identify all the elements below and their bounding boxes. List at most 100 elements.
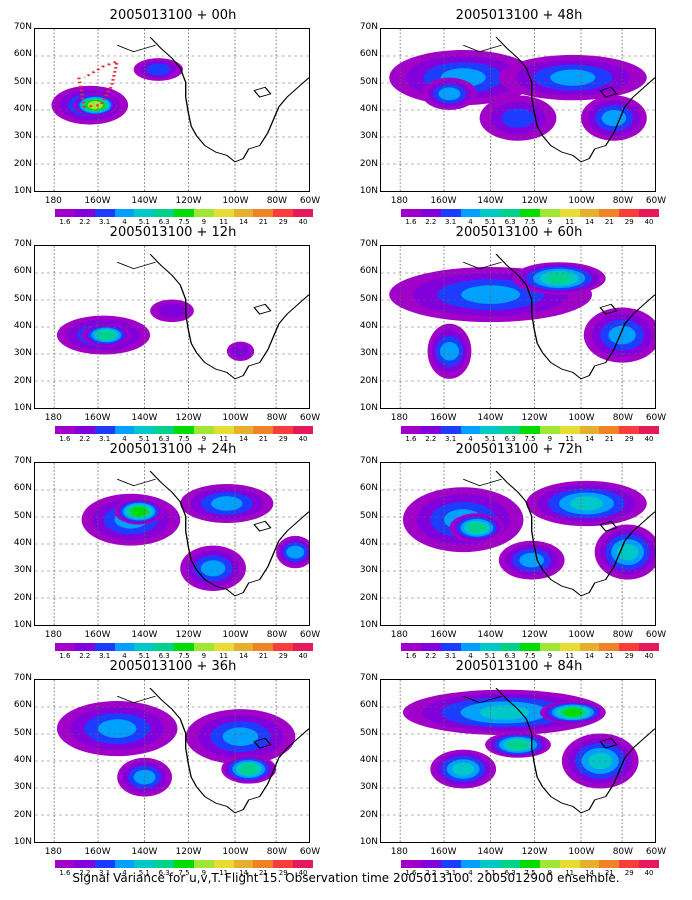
variance-contour [239,763,258,775]
latitude-label: 60N [359,266,378,277]
longitude-label: 60W [299,847,321,857]
map-svg [381,680,655,842]
colorbar-swatch [579,426,600,434]
latitude-label: 40N [13,321,32,331]
map-panel: 2005013100 + 84h 70N 60N 50N 40N 30N 20N 10N 180… [346,659,692,877]
longitude-label: 180 [44,413,62,423]
colorbar-swatch [134,209,155,217]
variance-contour [222,727,259,747]
colorbar-swatch [599,860,620,868]
coastline [495,36,655,163]
longitude-label: 100W [222,847,249,857]
colorbar-swatch [174,643,194,651]
longitude-label: 160W [84,847,111,857]
colorbar-swatch [420,860,441,868]
colorbar-label: 1.6 [59,218,71,226]
longitude-label: 80W [266,196,288,206]
colorbar-label: 29 [624,869,634,877]
colorbar-swatch [74,209,95,217]
colorbar-swatch [55,426,75,434]
latitude-label: 10N [359,620,378,630]
colorbar-swatch [539,426,560,434]
colorbar-swatch [579,860,600,868]
colorbar-label: 21 [604,218,614,226]
colorbar-swatch [639,643,659,651]
map-svg [381,246,655,408]
colorbar-label: 6.3 [158,218,170,226]
longitude-label: 160W [430,413,457,423]
colorbar-swatch [114,426,135,434]
colorbar-swatch [154,209,175,217]
map-svg [381,463,655,625]
colorbar-label: 3.1 [99,435,111,443]
figure-caption: Signal Variance for u,v,T. Flight 15. Ob… [72,871,620,885]
colorbar [55,860,313,868]
colorbar-swatch [134,643,155,651]
latitude-label: 40N [359,321,378,331]
panel-title: 2005013100 + 36h [109,659,237,674]
colorbar-label: 1.6 [405,218,417,226]
colorbar-swatch [154,426,175,434]
longitude-label: 60W [645,413,667,423]
colorbar [401,209,659,217]
longitude-label: 120W [175,196,202,206]
latitude-label: 40N [13,755,32,765]
longitude-label: 120W [521,847,548,857]
colorbar-label: 9 [547,435,553,443]
colorbar-swatch [579,643,600,651]
colorbar-label: 14 [585,869,594,877]
latitude-label: 40N [359,538,378,548]
colorbar-label: 5.1 [484,869,496,877]
variance-contour [546,273,572,284]
colorbar-swatch [114,209,135,217]
latitude-label: 60N [13,266,32,277]
map-plot [34,462,310,626]
latitude-label: 10N [359,403,378,413]
latitude-label: 40N [13,104,32,114]
colorbar-label: 3.1 [99,652,111,660]
colorbar-label: 1.6 [59,652,71,660]
colorbar-label: 21 [258,435,268,443]
colorbar-swatch [193,860,214,868]
latitude-label: 70N [359,22,378,32]
colorbar-swatch [639,426,659,434]
latitude-label: 60N [13,700,32,711]
colorbar-label: 7.5 [178,869,190,877]
colorbar-swatch [293,209,313,217]
longitude-label: 80W [266,630,288,640]
latitude-label: 50N [359,76,378,87]
colorbar-swatch [619,860,640,868]
latitude-label: 50N [359,510,378,521]
colorbar-swatch [520,209,540,217]
colorbar-label: 40 [644,869,654,877]
colorbar-label: 14 [239,435,248,443]
map-panel: 2005013100 + 00h 70N 60N 50N 40N 30N 20N 10N 180… [0,8,346,226]
panel-title: 2005013100 + 00h [109,8,237,23]
longitude-label: 80W [612,413,634,423]
colorbar-label: 4 [122,652,127,660]
latitude-label: 20N [13,809,32,820]
colorbar-label: 29 [624,218,634,226]
colorbar-swatch [599,643,620,651]
colorbar-label: 4 [122,869,127,877]
colorbar-swatch [213,643,234,651]
colorbar-label: 9 [201,652,207,660]
colorbar-label: 3.1 [99,869,111,877]
colorbar-label: 29 [278,869,288,877]
colorbar-swatch [293,426,313,434]
latitude-label: 60N [13,49,32,60]
colorbar-swatch [134,860,155,868]
colorbar-label: 6.3 [158,869,170,877]
variance-contour [601,110,627,127]
colorbar-label: 2.2 [79,869,91,877]
colorbar-label: 4 [468,869,473,877]
latitude-label: 60N [359,49,378,60]
colorbar-label: 5.1 [484,218,496,226]
colorbar-label: 2.2 [425,869,437,877]
colorbar-label: 21 [604,652,614,660]
longitude-label: 100W [222,196,249,206]
colorbar-label: 4 [122,218,127,226]
longitude-label: 120W [521,196,548,206]
map-plot [34,679,310,843]
flight-track [77,59,120,108]
